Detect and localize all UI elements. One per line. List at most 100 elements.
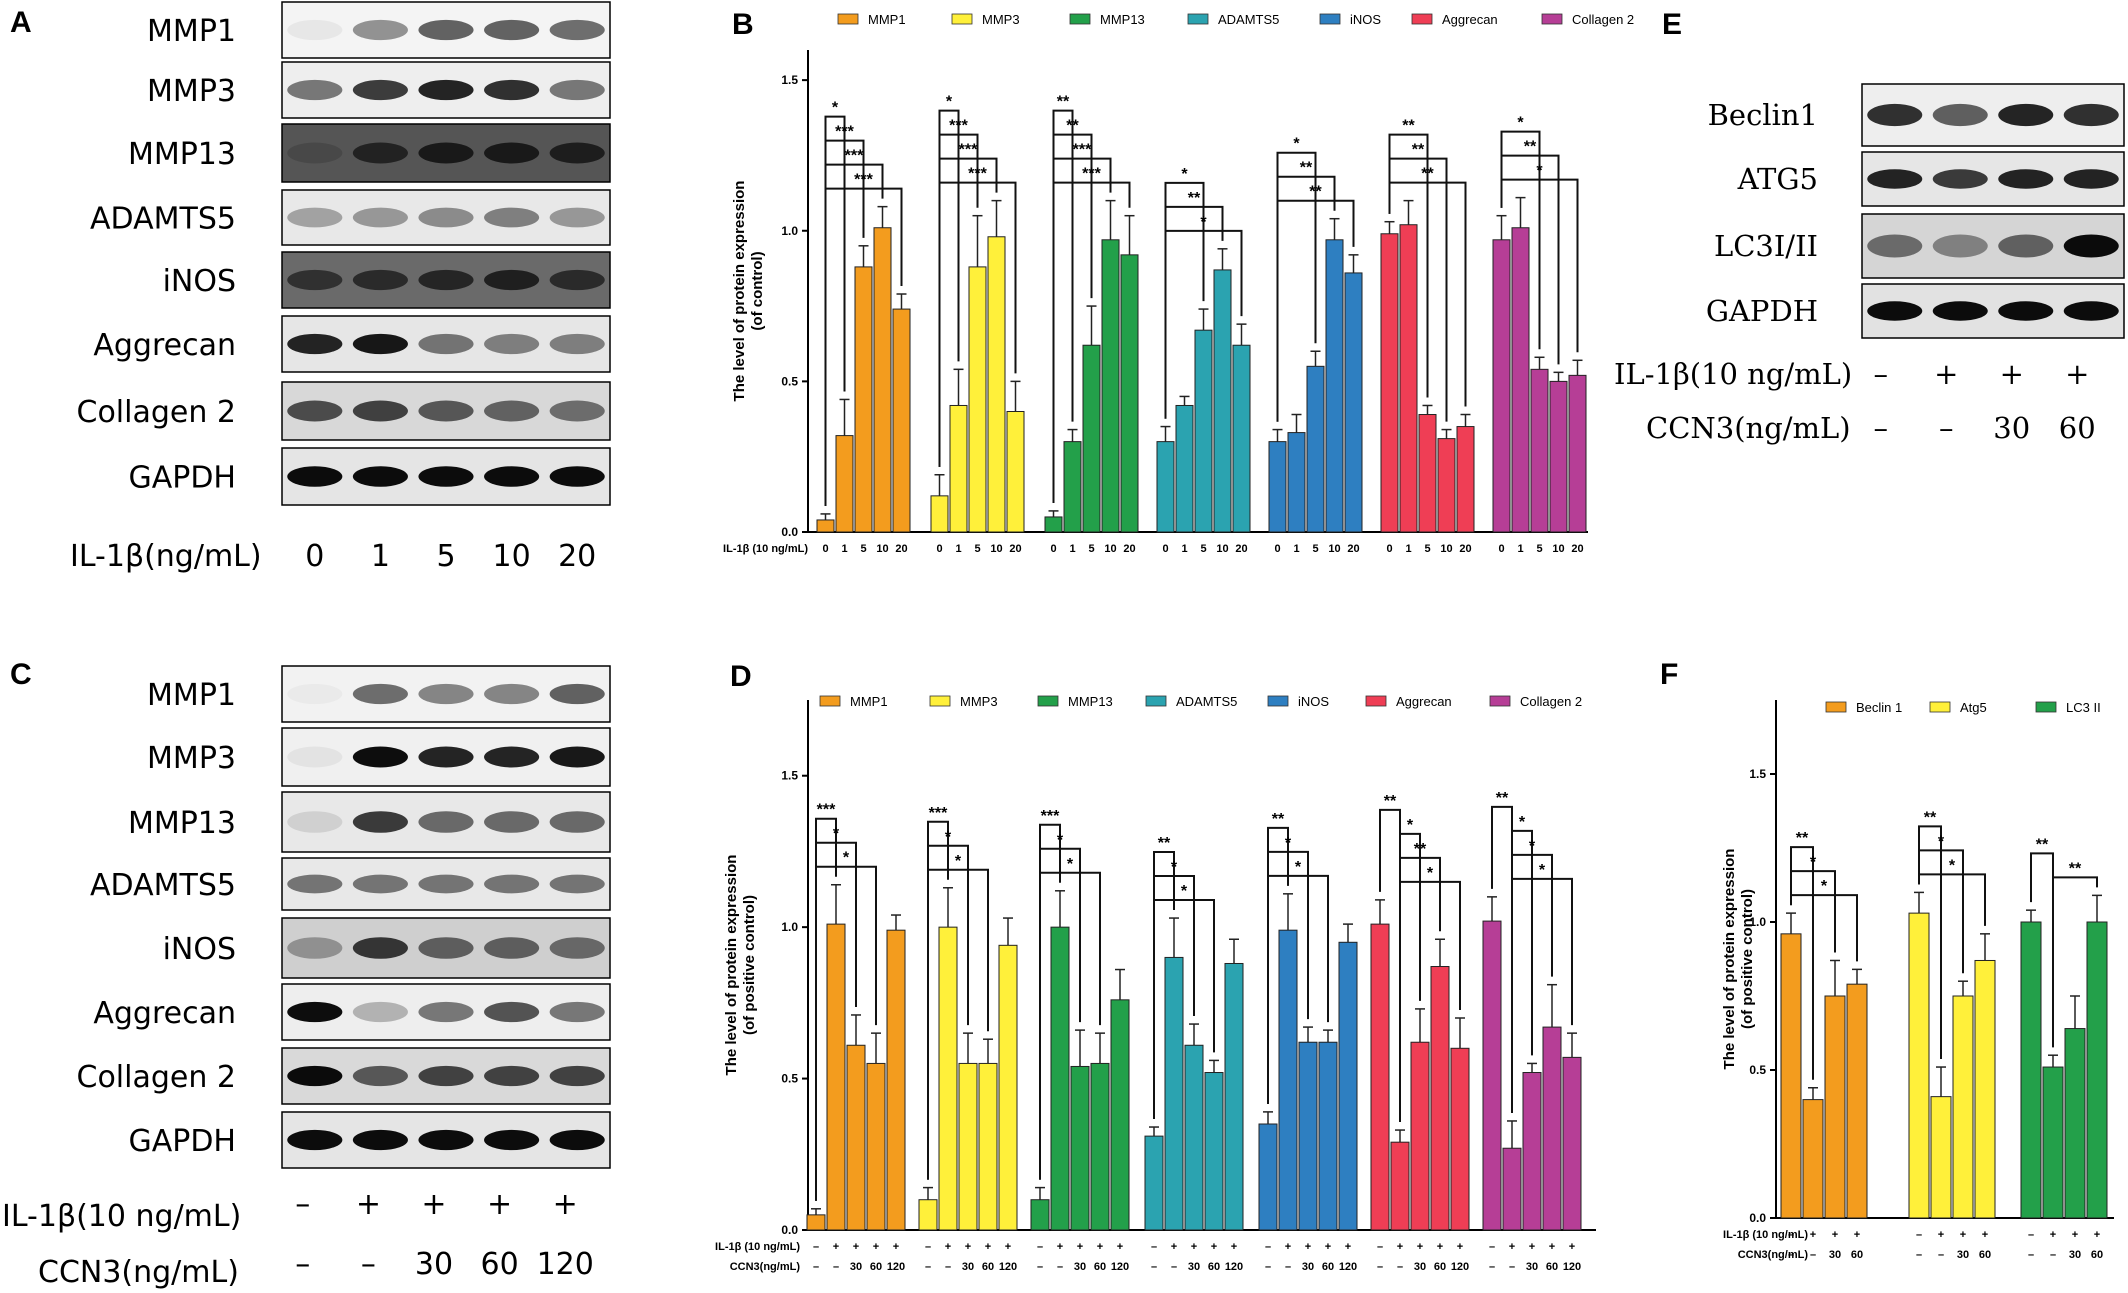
significance-label: *	[1181, 883, 1188, 900]
significance-label: **	[1524, 139, 1537, 156]
legend-label: MMP1	[868, 12, 906, 27]
x-category-label: 5	[1424, 543, 1430, 555]
significance-label: ***	[817, 802, 836, 819]
blot-band	[287, 79, 343, 101]
significance-label: **	[1796, 830, 1809, 847]
blot-strip	[281, 189, 611, 246]
treatment-value-a: 20	[558, 539, 596, 574]
row2-value-e: 30	[1993, 411, 2030, 445]
significance-label: *	[1293, 136, 1300, 153]
bar	[1156, 441, 1175, 533]
x-category-label: 5	[974, 543, 980, 555]
blot-band	[484, 874, 540, 894]
bar	[1030, 1199, 1050, 1231]
x-category-label: 60	[870, 1261, 882, 1273]
y-tick-label: 1.0	[781, 920, 798, 934]
x-category-label: +	[945, 1241, 951, 1253]
y-tick-label: 1.0	[781, 224, 798, 238]
treatment-label-a: IL-1β(ng/mL)	[70, 539, 262, 574]
x-category-label: –	[1489, 1261, 1495, 1273]
x-category-label: –	[1057, 1261, 1063, 1273]
bar	[1418, 414, 1437, 533]
x-category-label: –	[1171, 1261, 1177, 1273]
row1-value-e: –	[1874, 357, 1889, 391]
blot-strip	[281, 917, 611, 979]
bar	[1120, 254, 1139, 533]
blot-band	[418, 1001, 474, 1023]
x-category-label: +	[833, 1241, 839, 1253]
x-category-label: 30	[1957, 1249, 1969, 1261]
bar	[873, 227, 892, 533]
x-category-label: –	[1509, 1261, 1515, 1273]
panel-letter-e: E	[1662, 8, 1682, 41]
blot-band	[352, 466, 408, 487]
significance-bracket	[824, 187, 903, 506]
x-category-label: 20	[1571, 543, 1583, 555]
significance-label: *	[955, 853, 962, 870]
significance-label: *	[832, 100, 839, 117]
bar	[2086, 921, 2108, 1219]
bar	[1410, 1041, 1430, 1231]
legend-swatch	[819, 695, 841, 707]
x-category-label: 30	[2069, 1249, 2081, 1261]
x-category-label: –	[1037, 1261, 1043, 1273]
blot-strip	[281, 447, 611, 506]
significance-label: ***	[959, 142, 978, 159]
x-category-label: +	[1005, 1241, 1011, 1253]
blot-label-c: GAPDH	[128, 1124, 236, 1159]
blot-strip	[1861, 283, 2125, 339]
significance-label: ***	[835, 124, 854, 141]
blot-band	[352, 874, 408, 894]
x-category-label: +	[985, 1241, 991, 1253]
significance-bracket	[1399, 880, 1461, 1123]
blot-band	[287, 811, 343, 833]
bar-chart-d: D 0.0 0.5 1.0 1.5 The level of protein expres…	[715, 660, 1596, 1273]
legend-label: iNOS	[1298, 694, 1329, 709]
legend-label: Collagen 2	[1520, 694, 1582, 709]
x-category-label: –	[2028, 1249, 2034, 1261]
x-category-label: 120	[1451, 1261, 1469, 1273]
blot-band	[352, 19, 408, 41]
x-row-label: IL-1β (10 ng/mL)	[723, 543, 808, 555]
x-category-label: +	[2094, 1229, 2100, 1241]
bar-chart-b: B 0.0 0.5 1.0 1.5 The level of protein expres…	[723, 8, 1634, 555]
significance-label: **	[1402, 118, 1415, 135]
bar	[1344, 272, 1363, 533]
x-category-label: 5	[1088, 543, 1094, 555]
x-category-label: 5	[1536, 543, 1542, 555]
row2-value-c: –	[361, 1247, 376, 1282]
x-category-label: 30	[962, 1261, 974, 1273]
bar	[918, 1199, 938, 1231]
significance-label: **	[1414, 841, 1427, 858]
row2-value-e: –	[1874, 411, 1889, 445]
bar	[978, 1062, 998, 1231]
blot-band	[549, 400, 605, 422]
blot-band	[352, 746, 408, 768]
blot-band	[549, 683, 605, 705]
x-category-label: +	[873, 1241, 879, 1253]
x-category-label: 1	[1181, 543, 1187, 555]
x-category-label: 120	[1111, 1261, 1129, 1273]
bar	[1287, 432, 1306, 533]
x-category-label: +	[1097, 1241, 1103, 1253]
significance-label: *	[833, 826, 840, 843]
legend-label: Aggrecan	[1442, 12, 1498, 27]
blot-label-a: Collagen 2	[77, 395, 237, 430]
blot-label-c: Aggrecan	[93, 996, 236, 1031]
panel-letter-a: A	[10, 6, 32, 39]
x-category-label: 1	[1069, 543, 1075, 555]
x-category-label: 20	[1123, 543, 1135, 555]
blot-band	[549, 1065, 605, 1087]
blot-band	[418, 811, 474, 833]
x-category-label: +	[1832, 1229, 1838, 1241]
significance-label: **	[1158, 835, 1171, 852]
blot-band	[352, 207, 408, 228]
legend-label: ADAMTS5	[1218, 12, 1279, 27]
y-tick-label: 1.5	[781, 73, 798, 87]
row2-value-c: 30	[415, 1247, 453, 1282]
bar	[1824, 995, 1846, 1219]
significance-label: **	[1300, 160, 1313, 177]
significance-label: *	[1057, 832, 1064, 849]
y-tick-label: 0.5	[781, 374, 798, 388]
x-category-label: +	[1305, 1241, 1311, 1253]
